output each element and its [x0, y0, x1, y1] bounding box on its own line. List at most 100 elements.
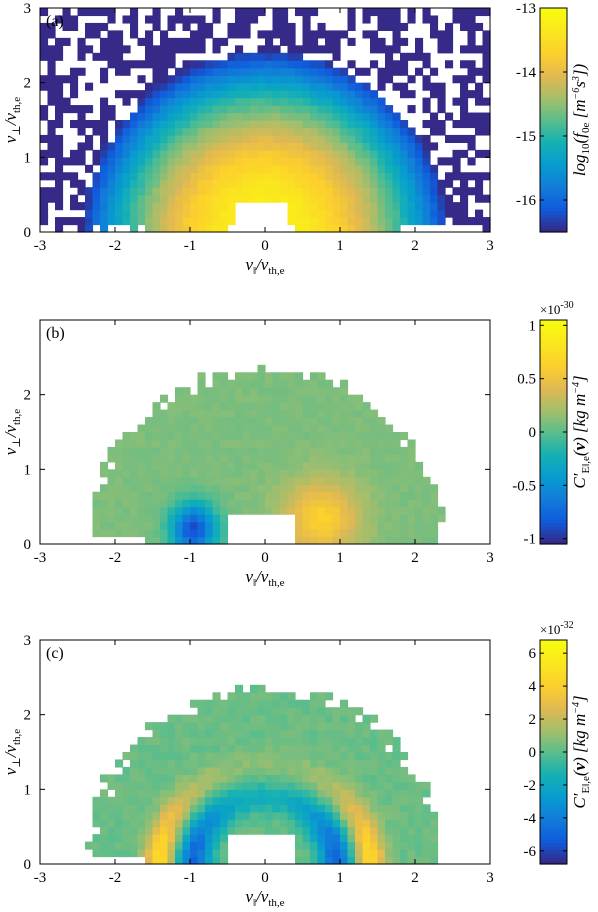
heatmap-cell: [55, 90, 64, 99]
heatmap-cell: [212, 781, 221, 790]
heatmap-cell: [205, 521, 214, 530]
heatmap-cell: [257, 387, 266, 396]
heatmap-cell: [302, 164, 311, 173]
heatmap-cell: [332, 90, 341, 99]
colorbar-band: [540, 141, 567, 146]
heatmap-cell: [265, 759, 274, 768]
heatmap-cell: [167, 75, 176, 84]
heatmap-cell: [182, 484, 191, 493]
colorbar-band: [540, 682, 567, 687]
colorbar-band: [540, 18, 567, 23]
heatmap-cell: [77, 8, 86, 17]
heatmap-cell: [227, 819, 236, 828]
heatmap-cell: [122, 439, 131, 448]
heatmap-cell: [295, 52, 304, 61]
heatmap-cell: [280, 8, 289, 17]
heatmap-cell: [332, 37, 341, 46]
heatmap-cell: [460, 172, 469, 181]
heatmap-cell: [332, 82, 341, 91]
heatmap-cell: [115, 67, 124, 76]
heatmap-cell: [205, 187, 214, 196]
colorbar-band: [540, 43, 567, 48]
heatmap-cell: [190, 224, 199, 233]
heatmap-cell: [400, 752, 409, 761]
heatmap-cell: [265, 194, 274, 203]
heatmap-cell: [272, 157, 281, 166]
heatmap-cell: [302, 744, 311, 753]
heatmap-cell: [77, 187, 86, 196]
heatmap-cell: [137, 484, 146, 493]
heatmap-cell: [160, 796, 169, 805]
heatmap-cell: [332, 52, 341, 61]
x-tick-label: 0: [261, 550, 269, 566]
heatmap-cell: [220, 142, 229, 151]
heatmap-cell: [137, 849, 146, 858]
heatmap-cell: [317, 45, 326, 54]
heatmap-cell: [265, 52, 274, 61]
heatmap-cell: [250, 476, 259, 485]
heatmap-cell: [287, 149, 296, 158]
heatmap-cell: [115, 759, 124, 768]
x-tick-label: 2: [411, 870, 419, 886]
heatmap-cell: [385, 804, 394, 813]
heatmap-cell: [332, 424, 341, 433]
heatmap-cell: [242, 722, 251, 731]
heatmap-cell: [437, 217, 446, 226]
x-tick-label: 1: [336, 238, 344, 254]
heatmap-cell: [175, 439, 184, 448]
heatmap-cell: [347, 752, 356, 761]
heatmap-cell: [220, 432, 229, 441]
heatmap-cell: [152, 105, 161, 114]
heatmap-cell: [437, 514, 446, 523]
heatmap-cell: [370, 536, 379, 545]
heatmap-cell: [212, 789, 221, 798]
colorbar-band: [540, 211, 567, 216]
heatmap-cell: [407, 491, 416, 500]
colorbar-band: [540, 393, 567, 398]
heatmap-cell: [160, 97, 169, 106]
heatmap-cell: [362, 432, 371, 441]
heatmap-cell: [182, 120, 191, 129]
heatmap-cell: [422, 97, 431, 106]
heatmap-cell: [242, 707, 251, 716]
heatmap-cell: [152, 45, 161, 54]
heatmap-cell: [205, 194, 214, 203]
heatmap-cell: [265, 179, 274, 188]
heatmap-cell: [482, 67, 491, 76]
heatmap-cell: [332, 491, 341, 500]
heatmap-cell: [77, 149, 86, 158]
heatmap-cell: [332, 105, 341, 114]
heatmap-cell: [355, 432, 364, 441]
heatmap-cell: [332, 446, 341, 455]
heatmap-cell: [145, 722, 154, 731]
heatmap-cell: [392, 514, 401, 523]
heatmap-cell: [190, 424, 199, 433]
heatmap-cell: [145, 37, 154, 46]
x-tick-label: -3: [34, 870, 47, 886]
heatmap-cell: [77, 202, 86, 211]
heatmap-cell: [175, 67, 184, 76]
heatmap-cell: [212, 476, 221, 485]
heatmap-cell: [130, 774, 139, 783]
heatmap-cell: [265, 409, 274, 418]
heatmap-cell: [265, 67, 274, 76]
heatmap-cell: [482, 127, 491, 136]
heatmap-cell: [115, 841, 124, 850]
heatmap-cell: [212, 514, 221, 523]
heatmap-cell: [257, 684, 266, 693]
heatmap-cell: [385, 536, 394, 545]
heatmap-cell: [392, 506, 401, 515]
heatmap-cell: [257, 402, 266, 411]
heatmap-cell: [160, 766, 169, 775]
heatmap-cell: [100, 157, 109, 166]
colorbar-band: [540, 446, 567, 451]
heatmap-cell: [265, 811, 274, 820]
heatmap-cell: [235, 766, 244, 775]
heatmap-cell: [280, 417, 289, 426]
heatmap-cell: [422, 484, 431, 493]
colorbar-tick-label: 0: [529, 425, 537, 441]
heatmap-cell: [137, 789, 146, 798]
heatmap-cell: [325, 82, 334, 91]
heatmap-cell: [100, 187, 109, 196]
heatmap-cell: [370, 811, 379, 820]
